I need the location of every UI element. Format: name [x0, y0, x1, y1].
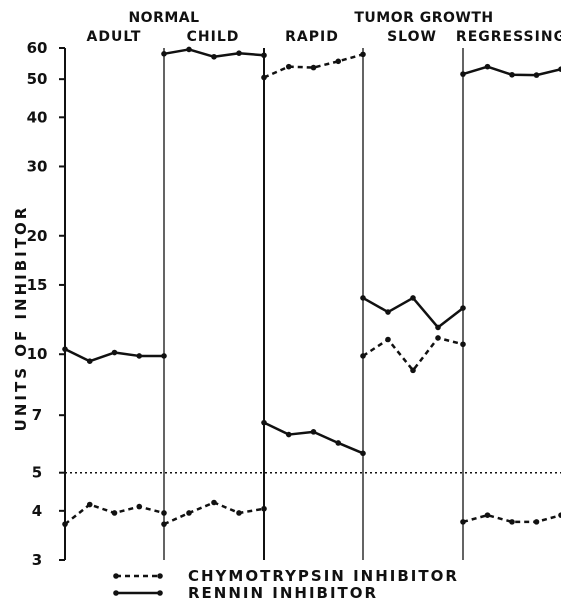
series-line-rapid-chymotrypsin [263, 53, 364, 79]
legend-marker-chymotrypsin-left [113, 573, 119, 579]
point-rapid-chymotrypsin-4 [335, 58, 342, 65]
point-child-rennin-3 [211, 53, 217, 60]
legend-marker-rennin-right [157, 590, 163, 596]
y-tick-label-3: 3 [32, 551, 42, 569]
point-slow-chymotrypsin-3 [410, 367, 416, 374]
point-adult-chymotrypsin-3 [111, 510, 118, 516]
point-slow-rennin-3 [410, 295, 416, 301]
point-regressing-chymotrypsin-5 [558, 512, 561, 518]
panel-label-regressing: REGRESSING [456, 29, 561, 45]
point-rapid-rennin-2 [285, 431, 292, 438]
y-tick-label-5: 5 [32, 464, 42, 482]
group-label-tumor-growth: TUMOR GROWTH [354, 10, 493, 26]
point-slow-chymotrypsin-1 [360, 353, 366, 359]
legend-marker-rennin-left [113, 590, 119, 596]
y-tick-label-15: 15 [27, 276, 48, 294]
point-child-chymotrypsin-5 [261, 505, 267, 512]
series-line-regressing-chymotrypsin [462, 513, 561, 524]
point-slow-chymotrypsin-5 [460, 341, 466, 348]
point-regressing-chymotrypsin-3 [509, 519, 515, 525]
y-tick-label-40: 40 [27, 108, 48, 126]
point-slow-rennin-4 [435, 324, 441, 331]
legend-label-chymotrypsin: CHYMOTRYPSIN INHIBITOR [188, 567, 459, 585]
point-child-rennin-4 [236, 50, 242, 57]
panel-label-child: CHILD [187, 29, 240, 45]
point-regressing-rennin-2 [484, 63, 491, 70]
point-child-chymotrypsin-2 [186, 510, 192, 516]
panel-label-adult: ADULT [87, 29, 142, 45]
point-rapid-rennin-4 [335, 440, 342, 446]
series-line-slow-rennin [362, 296, 464, 329]
legend-label-rennin: RENNIN INHIBITOR [188, 584, 378, 602]
point-regressing-chymotrypsin-2 [484, 512, 491, 518]
point-adult-chymotrypsin-1 [62, 521, 68, 527]
legend-item-rennin: RENNIN INHIBITOR [113, 584, 378, 602]
point-rapid-chymotrypsin-1 [261, 74, 267, 81]
point-regressing-rennin-3 [509, 71, 515, 78]
point-slow-chymotrypsin-4 [435, 335, 441, 341]
series-line-rapid-rennin [263, 421, 364, 455]
point-rapid-rennin-1 [261, 419, 267, 426]
point-slow-rennin-2 [385, 309, 391, 315]
point-adult-chymotrypsin-4 [136, 503, 143, 510]
y-tick-label-60: 60 [27, 39, 48, 57]
point-adult-chymotrypsin-5 [161, 510, 167, 516]
point-rapid-chymotrypsin-2 [285, 63, 292, 70]
point-slow-rennin-1 [360, 295, 366, 301]
y-tick-label-20: 20 [27, 227, 48, 245]
point-adult-rennin-2 [86, 358, 93, 365]
point-regressing-rennin-4 [533, 72, 540, 78]
plot-area: 3 4 5 7 10 15 20 30 40 50 60 [27, 39, 561, 569]
point-regressing-chymotrypsin-1 [460, 519, 466, 525]
panel-label-rapid: RAPID [285, 29, 339, 45]
point-rapid-rennin-3 [310, 429, 317, 435]
point-child-rennin-2 [186, 46, 192, 53]
legend-item-chymotrypsin: CHYMOTRYPSIN INHIBITOR [113, 567, 459, 585]
y-tick-label-4: 4 [32, 502, 42, 520]
legend: CHYMOTRYPSIN INHIBITOR RENNIN INHIBITOR [113, 567, 459, 602]
point-regressing-chymotrypsin-4 [533, 519, 540, 525]
series-line-slow-chymotrypsin [362, 336, 464, 372]
y-tick-label-10: 10 [27, 345, 48, 363]
point-adult-rennin-1 [62, 346, 68, 352]
point-rapid-chymotrypsin-3 [310, 64, 317, 71]
y-tick-label-30: 30 [27, 157, 48, 175]
point-rapid-chymotrypsin-5 [360, 51, 366, 58]
legend-marker-chymotrypsin-right [157, 573, 163, 579]
point-child-rennin-5 [261, 52, 267, 59]
point-regressing-rennin-5 [558, 66, 561, 73]
y-tick-label-7: 7 [32, 406, 42, 424]
panel-label-slow: SLOW [387, 29, 437, 45]
point-adult-rennin-4 [136, 353, 143, 359]
point-child-chymotrypsin-1 [161, 521, 167, 527]
group-label-normal: NORMAL [128, 10, 199, 26]
point-slow-rennin-5 [460, 305, 466, 311]
point-regressing-rennin-1 [460, 71, 466, 77]
point-adult-rennin-3 [111, 349, 118, 356]
point-child-rennin-1 [161, 50, 167, 57]
point-rapid-rennin-5 [360, 450, 366, 457]
y-axis-label: UNITS OF INHIBITOR [12, 205, 30, 432]
point-child-chymotrypsin-3 [211, 499, 217, 506]
point-child-chymotrypsin-4 [236, 510, 242, 516]
point-slow-chymotrypsin-2 [385, 336, 391, 343]
point-adult-rennin-5 [161, 353, 167, 359]
y-tick-label-50: 50 [27, 70, 48, 88]
series-line-child-chymotrypsin [163, 501, 265, 526]
point-adult-chymotrypsin-2 [86, 501, 93, 508]
